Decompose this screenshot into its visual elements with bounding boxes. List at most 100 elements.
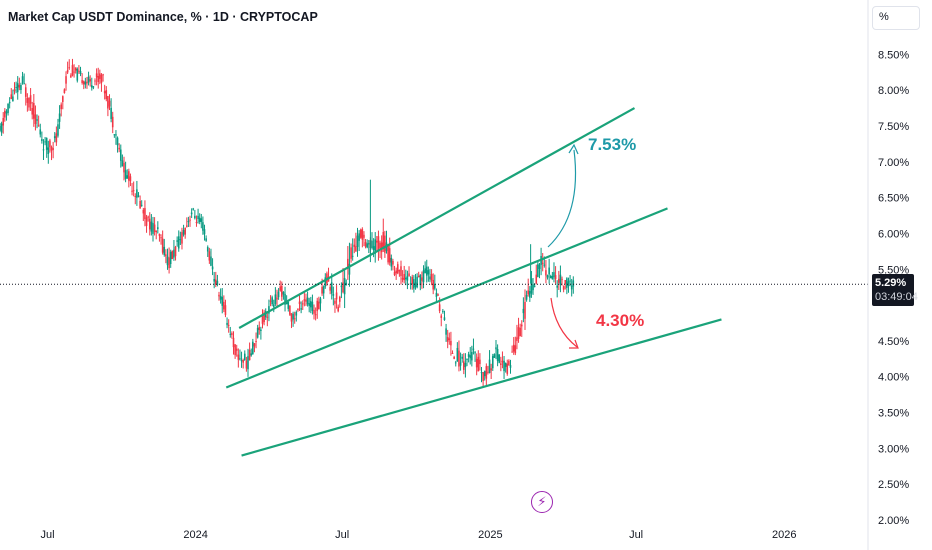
candle-body <box>482 372 484 381</box>
trendlines[interactable] <box>225 107 722 457</box>
candle-body <box>305 299 307 302</box>
candle-body <box>379 242 381 249</box>
candle-body <box>0 126 1 131</box>
candle-body <box>342 282 344 293</box>
candle-body <box>192 208 195 210</box>
candle-body <box>55 133 58 143</box>
candle-body <box>50 147 53 151</box>
candle-body <box>271 297 273 305</box>
candle-body <box>237 354 240 360</box>
candle-body <box>224 305 227 315</box>
candle-body <box>520 324 523 327</box>
y-tick-label: 2.00% <box>878 515 909 527</box>
candle-body <box>306 297 309 305</box>
candle-body <box>137 195 140 197</box>
candle-body <box>45 137 48 150</box>
candle-body <box>281 285 283 297</box>
candle-body <box>448 338 451 340</box>
candle-body <box>496 348 499 361</box>
candle-body <box>310 301 312 308</box>
candle-body <box>443 317 446 321</box>
candle-body <box>124 170 127 179</box>
candle-body <box>255 341 257 343</box>
candle-body <box>258 327 261 331</box>
candle-body <box>248 349 251 361</box>
candle-body <box>514 345 517 354</box>
candle-body <box>36 119 38 121</box>
candle-body <box>231 333 233 335</box>
candle-body <box>58 113 61 122</box>
candle-body <box>545 270 547 276</box>
candle-body <box>561 278 563 280</box>
scale-unit-button[interactable]: % <box>872 6 920 30</box>
x-tick-label: 2026 <box>772 529 796 541</box>
candle-body <box>173 249 175 258</box>
candle-body <box>282 291 285 295</box>
target-down-arrow <box>550 297 578 348</box>
candle-body <box>453 356 455 359</box>
candle-body <box>409 283 412 285</box>
candle-body <box>84 81 87 85</box>
candle-body <box>300 308 302 310</box>
candle-body <box>33 103 35 119</box>
candle-body <box>86 81 88 84</box>
candle-body <box>372 246 375 250</box>
candle-body <box>219 296 222 300</box>
candle-body <box>393 271 396 276</box>
candle-body <box>37 125 40 127</box>
candle-body <box>392 261 394 265</box>
candle-body <box>119 149 122 161</box>
candle-body <box>350 247 352 259</box>
candle-body <box>567 281 570 287</box>
candle-body <box>194 215 196 219</box>
candle-body <box>213 278 215 282</box>
candle-body <box>495 347 497 350</box>
candle-body <box>384 235 386 253</box>
candle-body <box>474 352 476 354</box>
candle-body <box>21 76 24 83</box>
candle-body <box>434 283 436 289</box>
candle-body <box>5 111 8 114</box>
y-axis[interactable]: 8.50% 8.00% 7.50% 7.00% 6.50% 6.00% 5.50% 4.50%… <box>867 0 909 550</box>
candle-body <box>235 348 238 351</box>
candle-body <box>406 276 409 281</box>
candle-body <box>184 227 186 235</box>
candle-body <box>227 324 230 326</box>
candle-body <box>319 298 322 304</box>
candle-body <box>316 300 319 312</box>
candle-body <box>289 305 291 315</box>
candle-body <box>464 362 467 368</box>
candle-body <box>71 65 74 76</box>
lightning-icon[interactable]: ⚡ <box>531 491 553 513</box>
candle-body <box>374 239 377 254</box>
candle-body <box>62 96 64 102</box>
candle-body <box>422 270 425 283</box>
candle-body <box>501 360 504 363</box>
candle-body <box>74 67 77 71</box>
candle-body <box>437 294 439 296</box>
candle-body <box>466 358 468 360</box>
candle-body <box>23 83 25 85</box>
x-axis[interactable]: Jul 2024 Jul 2025 Jul 2026 <box>40 529 796 541</box>
candle-body <box>189 219 191 221</box>
candle-body <box>411 276 414 284</box>
candle-body <box>361 229 364 240</box>
candle-body <box>335 292 338 300</box>
candle-body <box>570 285 573 290</box>
candle-body <box>108 100 111 107</box>
candle-body <box>459 362 462 366</box>
candle-body <box>548 267 550 275</box>
candle-body <box>29 95 32 104</box>
candle-body <box>551 276 554 280</box>
candle-body <box>529 291 531 298</box>
candle-body <box>377 236 380 250</box>
candle-body <box>260 329 262 331</box>
x-tick-label: 2024 <box>183 529 207 541</box>
candle-body <box>118 147 120 150</box>
candle-body <box>511 351 513 353</box>
y-tick-label: 2.50% <box>878 479 909 491</box>
candle-body <box>475 358 478 368</box>
candle-body <box>111 116 114 128</box>
candle-body <box>90 85 93 88</box>
